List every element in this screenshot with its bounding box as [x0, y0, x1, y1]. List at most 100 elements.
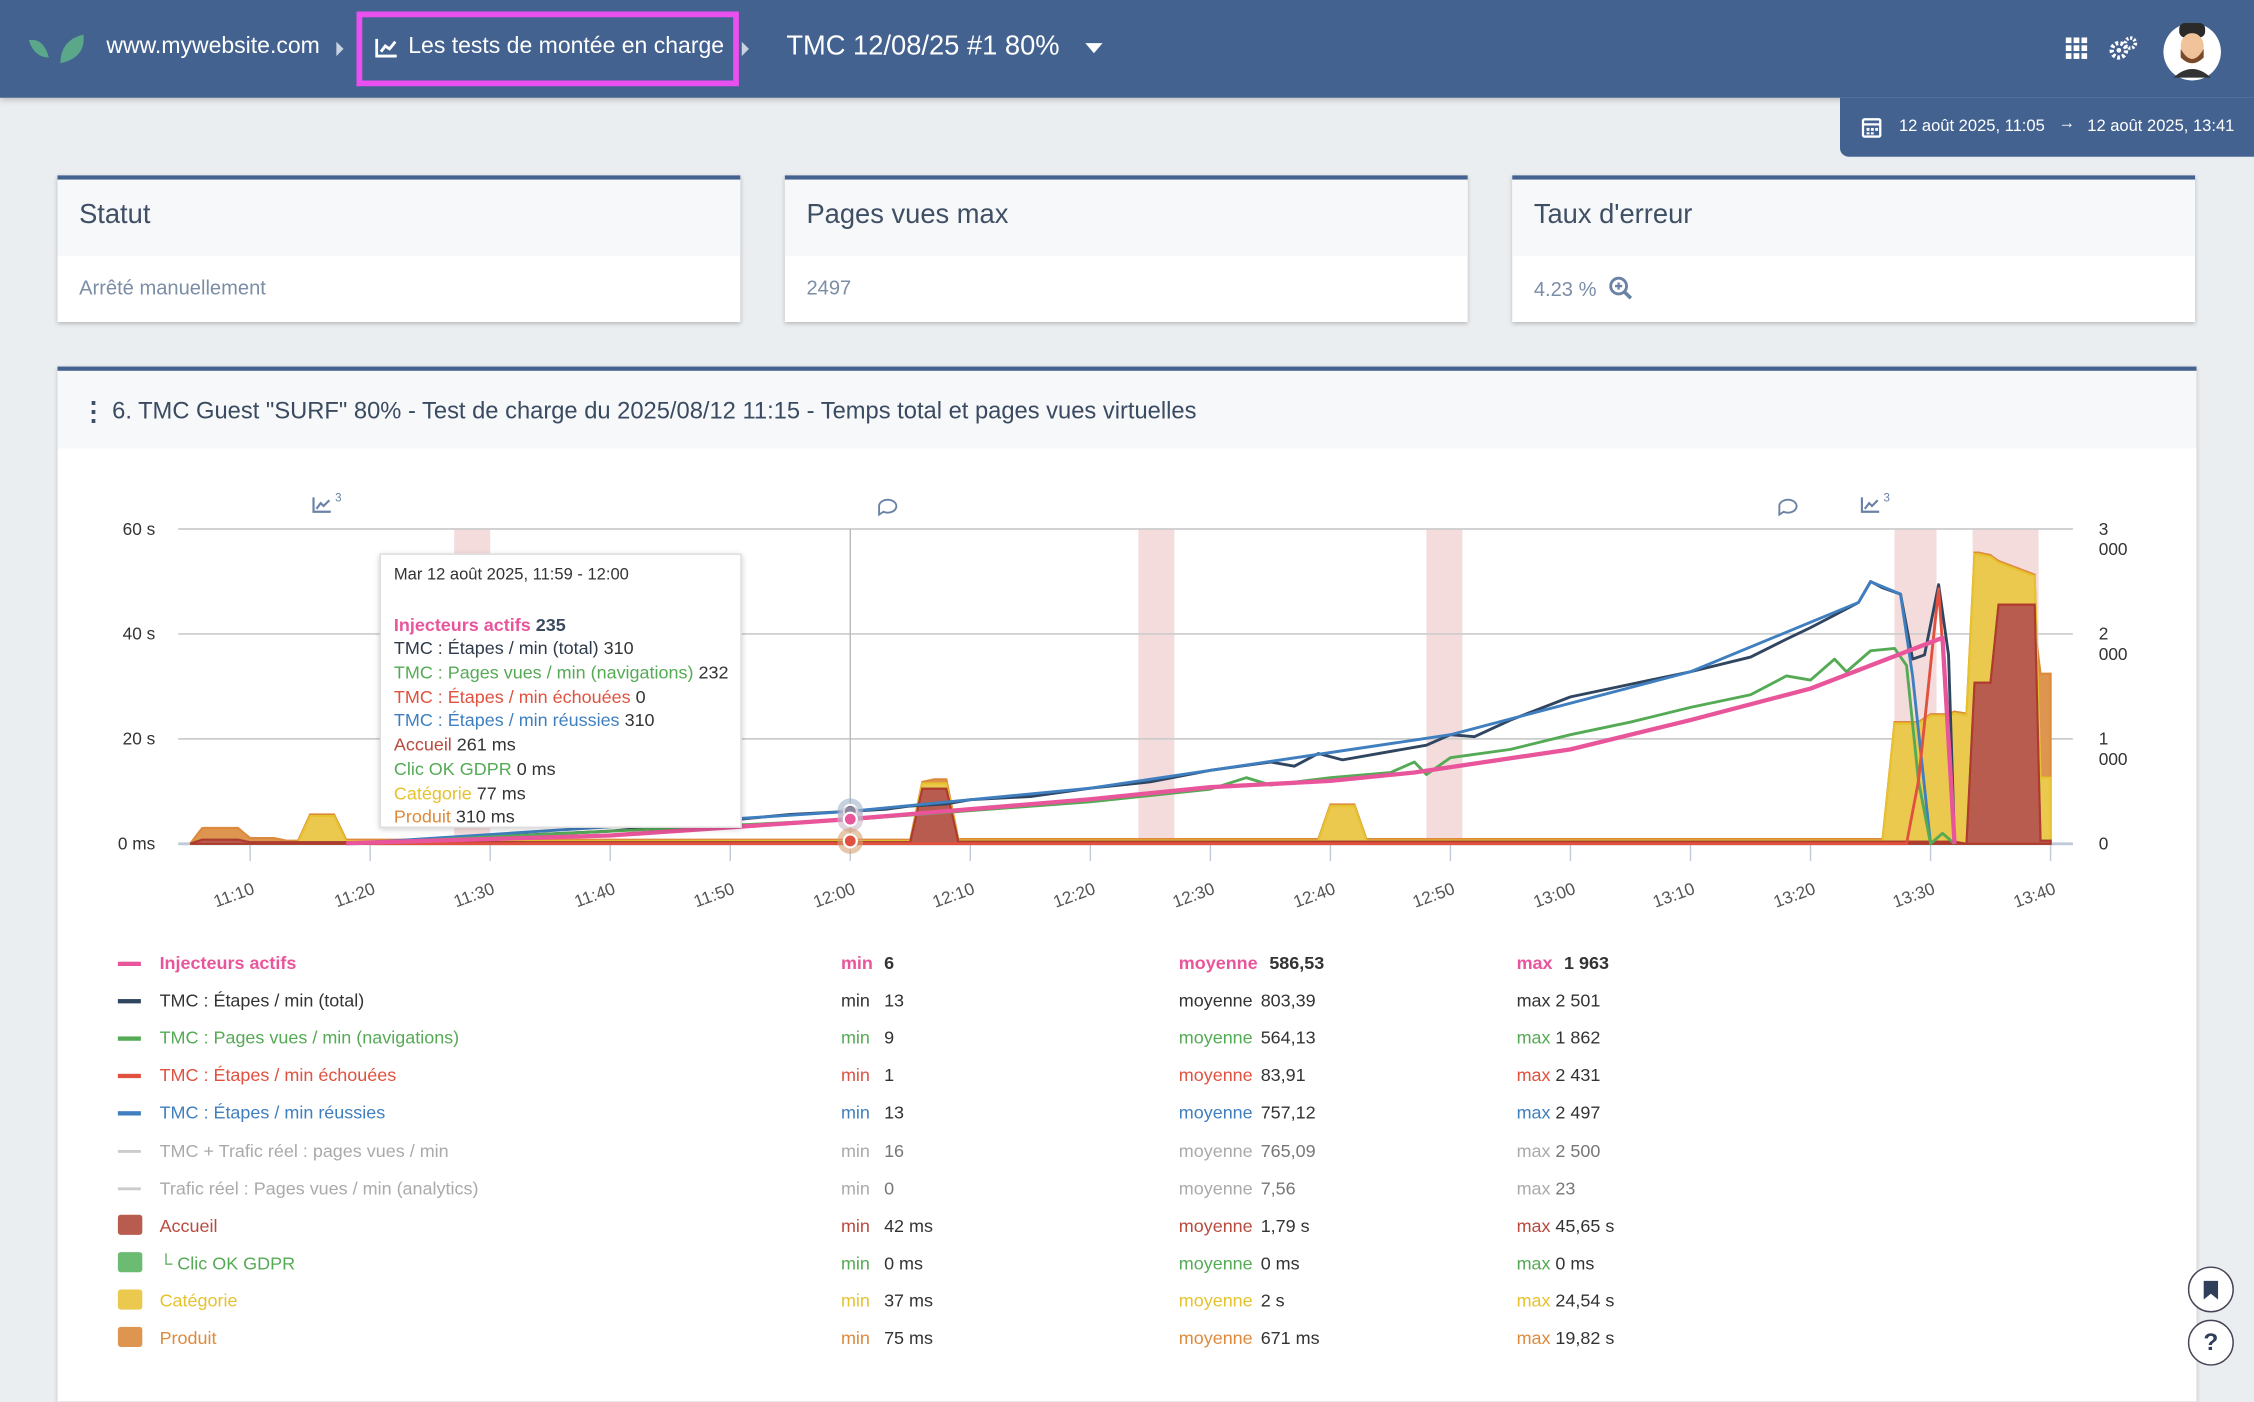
legend-row[interactable]: Produit min 75 ms moyenne 671 ms max 19,82 s	[0, 1326, 1725, 1357]
min-label: min	[840, 1328, 870, 1349]
legend-row[interactable]: TMC : Étapes / min échouées min 1 moyenne 83…	[0, 1066, 1725, 1095]
card-title: Taux d'erreur	[1512, 179, 2196, 256]
y-right-tick-label: 0	[2098, 833, 2109, 854]
bookmark-icon	[2203, 1280, 2219, 1299]
breadcrumb-separator-icon	[741, 41, 749, 57]
legend-label: TMC : Étapes / min réussies	[159, 1103, 386, 1124]
series-area-swatch	[117, 1214, 143, 1235]
avg-label: moyenne	[1178, 953, 1258, 974]
legend-label: Trafic réel : Pages vues / min (analytic…	[159, 1178, 479, 1199]
tooltip-row: Accueil 261 ms	[394, 735, 728, 759]
series-line-swatch	[117, 1149, 141, 1153]
tooltip-series-value: 310 ms	[455, 806, 515, 827]
date-start: 12 août 2025, 11:05	[1898, 117, 2045, 136]
logo-leaf-icon[interactable]	[26, 32, 89, 67]
max-value: 1 963	[1564, 953, 1609, 974]
arrow-right-icon: →	[2058, 115, 2076, 133]
tooltip-series-value: 235	[535, 614, 566, 635]
max-value: 2 431	[1555, 1065, 1601, 1086]
max-label: max	[1516, 1253, 1551, 1274]
help-button[interactable]: ?	[2187, 1319, 2234, 1366]
max-value: 0 ms	[1555, 1253, 1595, 1274]
max-label: max	[1516, 1215, 1551, 1236]
bookmark-button[interactable]	[2187, 1266, 2234, 1313]
avg-value: 803,39	[1260, 990, 1316, 1011]
tooltip-row: TMC : Pages vues / min (navigations) 232	[394, 662, 729, 687]
card-value: 2497	[806, 276, 852, 299]
max-value: 2 500	[1555, 1140, 1601, 1161]
tooltip-row: Clic OK GDPR 0 ms	[394, 759, 728, 783]
comment-icon	[1778, 498, 1798, 517]
avg-value: 1,79 s	[1260, 1215, 1310, 1236]
tooltip-series-value: 261 ms	[456, 734, 516, 755]
panel-title: 6. TMC Guest "SURF" 80% - Test de charge…	[112, 398, 1197, 425]
kebab-menu-icon[interactable]: ⋮	[80, 396, 107, 426]
avg-label: moyenne	[1178, 1253, 1253, 1274]
legend-row[interactable]: └ Clic OK GDPR min 0 ms moyenne 0 ms max 0 ms	[0, 1251, 1725, 1282]
avg-value: 0 ms	[1260, 1253, 1300, 1274]
min-value: 0 ms	[884, 1253, 924, 1274]
calendar-icon	[1861, 118, 1882, 138]
avg-label: moyenne	[1178, 1028, 1253, 1049]
zoom-in-icon[interactable]	[1608, 276, 1632, 300]
legend-label: Produit	[159, 1328, 217, 1349]
breadcrumb-load-tests-link[interactable]: Les tests de montée en charge	[408, 34, 725, 59]
tooltip-row: Produit 310 ms	[394, 807, 728, 831]
min-label: min	[840, 1215, 870, 1236]
avg-label: moyenne	[1178, 1290, 1253, 1311]
series-line-swatch	[117, 1036, 141, 1041]
max-label: max	[1516, 1140, 1551, 1161]
series-area-swatch	[117, 1289, 143, 1310]
avg-value: 757,12	[1260, 1103, 1316, 1124]
legend-row[interactable]: TMC : Étapes / min (total) min 13 moyenne 80…	[0, 991, 1725, 1020]
test-title-dropdown[interactable]: TMC 12/08/25 #1 80%	[786, 31, 1060, 62]
legend-row[interactable]: Injecteurs actifs min 6 moyenne 586,53 max 1 9…	[0, 953, 1725, 982]
legend-label: └ Clic OK GDPR	[159, 1253, 296, 1274]
legend-row[interactable]: TMC + Trafic réel : pages vues / min min 1…	[0, 1141, 1725, 1170]
avg-value: 564,13	[1260, 1028, 1316, 1049]
tooltip-row: TMC : Étapes / min (total) 310	[394, 639, 728, 663]
line-tmc-tapes-min-r-ussies	[370, 580, 1932, 844]
help-icon: ?	[2203, 1328, 2219, 1356]
y-right-tick-label: 1 000	[2098, 728, 2128, 770]
legend-row[interactable]: Accueil min 42 ms moyenne 1,79 s max 45,65 s	[0, 1214, 1725, 1245]
max-label: max	[1516, 1103, 1551, 1124]
hover-marker	[842, 811, 858, 827]
legend-row[interactable]: Trafic réel : Pages vues / min (analytic…	[0, 1178, 1725, 1207]
highlight-box	[356, 11, 739, 87]
settings-gears-icon[interactable]	[2109, 36, 2138, 60]
legend-row[interactable]: Catégorie min 37 ms moyenne 2 s max 24,54 s	[0, 1289, 1725, 1320]
chart-tooltip: Mar 12 août 2025, 11:59 - 12:00 Injecteu…	[379, 553, 742, 831]
min-label: min	[840, 1290, 870, 1311]
max-label: max	[1516, 1290, 1551, 1311]
min-value: 75 ms	[884, 1328, 934, 1349]
avg-value: 2 s	[1260, 1290, 1285, 1311]
tooltip-row: TMC : Étapes / min échouées 0	[394, 687, 728, 711]
breadcrumb-site-link[interactable]: www.mywebsite.com	[106, 34, 320, 59]
card-title: Pages vues max	[784, 179, 1468, 256]
legend-row[interactable]: TMC : Étapes / min réussies min 13 moyenne 7…	[0, 1103, 1725, 1132]
tooltip-series-label: Accueil	[393, 734, 452, 755]
min-value: 16	[884, 1140, 905, 1161]
legend-label: TMC : Étapes / min (total)	[159, 990, 365, 1011]
chevron-down-icon[interactable]	[1085, 43, 1103, 54]
legend-label: TMC : Pages vues / min (navigations)	[159, 1028, 460, 1049]
user-avatar[interactable]	[2162, 17, 2222, 83]
status-card: Statut Arrêté manuellement	[57, 175, 741, 322]
max-value: 1 862	[1555, 1028, 1601, 1049]
tooltip-series-label: Injecteurs actifs	[393, 614, 531, 635]
min-value: 6	[884, 953, 895, 974]
error-rate-card: Taux d'erreur 4.23 %	[1512, 175, 2196, 322]
legend-label: Injecteurs actifs	[159, 953, 297, 974]
apps-grid-icon[interactable]	[2065, 37, 2088, 59]
series-line-swatch	[117, 1074, 141, 1078]
chart-line-icon	[312, 497, 331, 513]
card-value: Arrêté manuellement	[79, 276, 266, 299]
date-range[interactable]: 12 août 2025, 11:05 → 12 août 2025, 13:4…	[1840, 97, 2254, 157]
max-value: 24,54 s	[1555, 1290, 1615, 1311]
tooltip-series-value: 232	[698, 662, 729, 683]
min-label: min	[840, 953, 873, 974]
chart-panel: ⋮ 6. TMC Guest "SURF" 80% - Test de char…	[57, 366, 2197, 1402]
legend-row[interactable]: TMC : Pages vues / min (navigations) min 9…	[0, 1028, 1725, 1057]
